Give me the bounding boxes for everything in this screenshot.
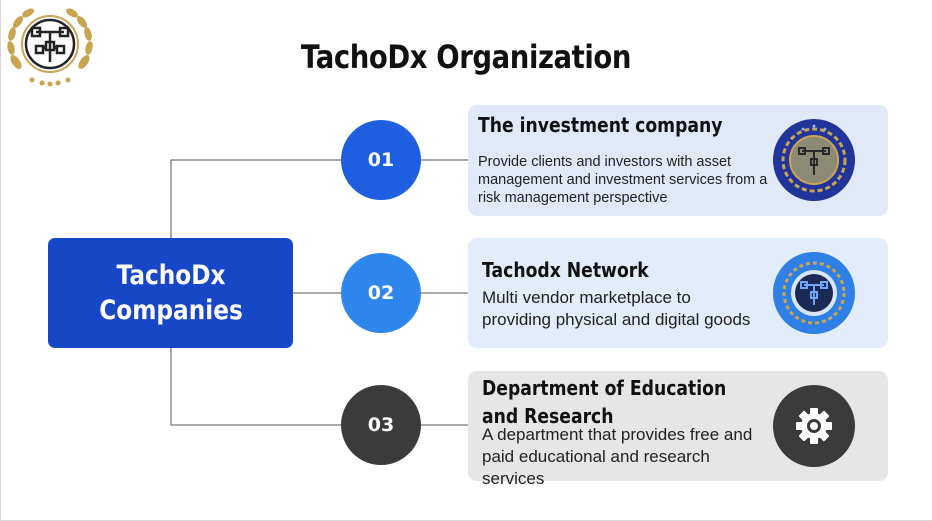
connector-root-to-01 <box>170 159 341 238</box>
gear-icon <box>773 385 855 467</box>
card-title: Department of Education and Research <box>482 376 727 428</box>
card-description: Provide clients and investors with asset… <box>478 154 768 206</box>
card-description: Multi vendor marketplace to providing ph… <box>482 288 751 329</box>
root-node-line-2: Companies <box>98 295 243 326</box>
card-title: The investment company <box>478 113 723 137</box>
root-node-box: TachoDx Companies <box>48 238 293 348</box>
card-title: Tachodx Network <box>482 258 649 282</box>
step-circle-01: 01 <box>341 120 421 200</box>
step-circle-02: 02 <box>341 253 421 333</box>
page-title: TachoDx Organization <box>300 38 632 76</box>
tachodx-logo-icon <box>7 8 93 87</box>
card-education-research: Department of Education and Research A d… <box>468 371 888 488</box>
card-investment-company: The investment company Provide clients a… <box>468 105 888 216</box>
root-node-label: TachoDx Companies <box>72 258 270 328</box>
network-emblem-icon <box>773 252 855 334</box>
step-circle-03: 03 <box>341 385 421 465</box>
card-description: A department that provides free and paid… <box>482 425 753 488</box>
page-left-border <box>0 0 1 521</box>
root-node-line-1: TachoDx <box>115 260 226 291</box>
connector-root-to-03 <box>170 348 341 426</box>
emblem-icon <box>773 119 855 201</box>
card-tachodx-network: Tachodx Network Multi vendor marketplace… <box>468 238 888 348</box>
